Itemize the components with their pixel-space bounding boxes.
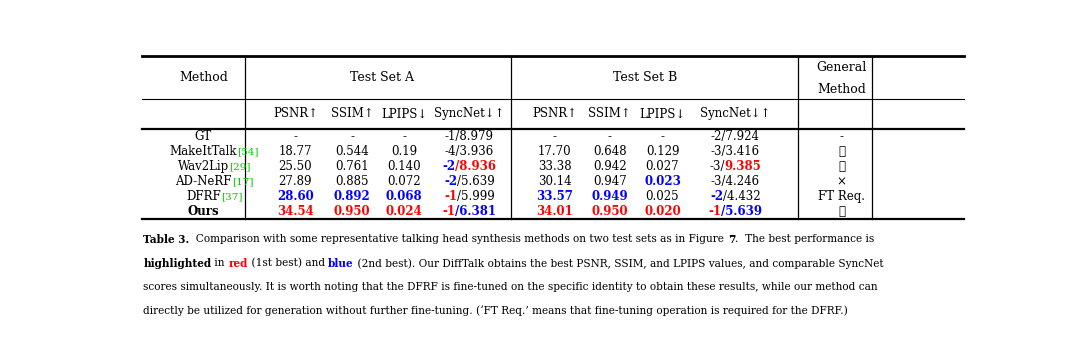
Text: [54]: [54] bbox=[237, 147, 259, 156]
Text: 0.023: 0.023 bbox=[644, 175, 681, 188]
Text: -2/7.924: -2/7.924 bbox=[711, 130, 760, 143]
Text: 25.50: 25.50 bbox=[278, 160, 312, 173]
Text: 34.01: 34.01 bbox=[536, 205, 573, 218]
Text: -: - bbox=[607, 130, 612, 143]
Text: red: red bbox=[229, 258, 247, 269]
Text: -: - bbox=[552, 130, 557, 143]
Text: /5.639: /5.639 bbox=[457, 175, 495, 188]
Text: -: - bbox=[293, 130, 298, 143]
Text: PSNR↑: PSNR↑ bbox=[273, 107, 318, 120]
Text: (2nd best). Our DiffTalk obtains the best PSNR, SSIM, and LPIPS values, and comp: (2nd best). Our DiffTalk obtains the bes… bbox=[354, 258, 884, 269]
Text: ✓: ✓ bbox=[838, 160, 845, 173]
Text: -: - bbox=[402, 130, 406, 143]
Text: blue: blue bbox=[328, 258, 354, 269]
Text: -2: -2 bbox=[710, 190, 723, 203]
Text: 0.024: 0.024 bbox=[386, 205, 423, 218]
Text: 7: 7 bbox=[727, 234, 735, 246]
Text: SSIM↑: SSIM↑ bbox=[588, 107, 631, 120]
Text: SyncNet↓↑: SyncNet↓↑ bbox=[700, 107, 770, 120]
Text: -2: -2 bbox=[442, 160, 455, 173]
Text: 0.761: 0.761 bbox=[336, 160, 369, 173]
Text: 0.950: 0.950 bbox=[591, 205, 628, 218]
Text: 34.54: 34.54 bbox=[277, 205, 314, 218]
Text: 0.19: 0.19 bbox=[391, 145, 418, 158]
Text: GT: GT bbox=[195, 130, 213, 143]
Text: 0.025: 0.025 bbox=[645, 190, 680, 203]
Text: LPIPS↓: LPIPS↓ bbox=[381, 107, 427, 120]
Text: -3/3.416: -3/3.416 bbox=[711, 145, 760, 158]
Text: /8.936: /8.936 bbox=[455, 160, 496, 173]
Text: (1st best) and: (1st best) and bbox=[247, 258, 328, 268]
Text: 27.89: 27.89 bbox=[278, 175, 312, 188]
Text: 0.648: 0.648 bbox=[593, 145, 627, 158]
Text: Ours: Ours bbox=[188, 205, 219, 218]
Text: -1: -1 bbox=[708, 205, 721, 218]
Text: 33.38: 33.38 bbox=[537, 160, 572, 173]
Text: in: in bbox=[211, 258, 229, 268]
Text: -1: -1 bbox=[443, 190, 457, 203]
Text: -4/3.936: -4/3.936 bbox=[445, 145, 494, 158]
Text: ✓: ✓ bbox=[838, 205, 845, 218]
Text: /5.639: /5.639 bbox=[721, 205, 762, 218]
Text: -1: -1 bbox=[442, 205, 455, 218]
Text: AD-NeRF: AD-NeRF bbox=[175, 175, 232, 188]
Text: [29]: [29] bbox=[229, 162, 250, 171]
Text: Comparison with some representative talking head synthesis methods on two test s: Comparison with some representative talk… bbox=[190, 234, 727, 244]
Text: 0.942: 0.942 bbox=[593, 160, 627, 173]
Text: Wav2Lip: Wav2Lip bbox=[178, 160, 229, 173]
Text: 0.950: 0.950 bbox=[334, 205, 370, 218]
Text: Method: Method bbox=[179, 71, 228, 84]
Text: 0.544: 0.544 bbox=[336, 145, 369, 158]
Text: 0.947: 0.947 bbox=[593, 175, 627, 188]
Text: directly be utilized for generation without further fine-tuning. (‘FT Req.’ mean: directly be utilized for generation with… bbox=[144, 305, 848, 316]
Text: 0.129: 0.129 bbox=[646, 145, 680, 158]
Text: /4.432: /4.432 bbox=[723, 190, 761, 203]
Text: Table 3.: Table 3. bbox=[144, 234, 190, 246]
Text: 28.60: 28.60 bbox=[277, 190, 314, 203]
Text: FT Req.: FT Req. bbox=[818, 190, 865, 203]
Text: LPIPS↓: LPIPS↓ bbox=[640, 107, 685, 120]
Text: 0.027: 0.027 bbox=[645, 160, 680, 173]
Text: General: General bbox=[817, 61, 866, 74]
Text: 0.892: 0.892 bbox=[333, 190, 371, 203]
Text: ×: × bbox=[836, 175, 846, 188]
Text: -2: -2 bbox=[443, 175, 457, 188]
Text: 0.068: 0.068 bbox=[386, 190, 423, 203]
Text: SyncNet↓↑: SyncNet↓↑ bbox=[434, 107, 505, 120]
Text: DFRF: DFRF bbox=[186, 190, 221, 203]
Text: /6.381: /6.381 bbox=[455, 205, 496, 218]
Text: 0.140: 0.140 bbox=[387, 160, 421, 173]
Text: -: - bbox=[660, 130, 665, 143]
Text: /5.999: /5.999 bbox=[457, 190, 495, 203]
Text: MakeItTalk: MakeItTalk bbox=[169, 145, 237, 158]
Text: -1/8.979: -1/8.979 bbox=[445, 130, 494, 143]
Text: Method: Method bbox=[817, 83, 866, 96]
Text: 18.77: 18.77 bbox=[278, 145, 312, 158]
Text: .  The best performance is: . The best performance is bbox=[735, 234, 874, 244]
Text: 33.57: 33.57 bbox=[536, 190, 573, 203]
Text: -: - bbox=[839, 130, 844, 143]
Text: PSNR↑: PSNR↑ bbox=[532, 107, 577, 120]
Text: [37]: [37] bbox=[221, 192, 243, 201]
Text: 0.885: 0.885 bbox=[336, 175, 369, 188]
Text: -3/: -3/ bbox=[709, 160, 725, 173]
Text: Test Set A: Test Set A bbox=[351, 71, 414, 84]
Text: 0.072: 0.072 bbox=[387, 175, 421, 188]
Text: Test Set B: Test Set B bbox=[613, 71, 678, 84]
Text: scores simultaneously. It is worth noting that the DFRF is fine-tuned on the spe: scores simultaneously. It is worth notin… bbox=[144, 282, 878, 292]
Text: 17.70: 17.70 bbox=[537, 145, 572, 158]
Text: -3/4.246: -3/4.246 bbox=[711, 175, 760, 188]
Text: 30.14: 30.14 bbox=[537, 175, 572, 188]
Text: [17]: [17] bbox=[232, 177, 254, 186]
Text: ✓: ✓ bbox=[838, 145, 845, 158]
Text: 0.020: 0.020 bbox=[644, 205, 681, 218]
Text: SSIM↑: SSIM↑ bbox=[331, 107, 373, 120]
Text: highlighted: highlighted bbox=[144, 258, 211, 269]
Text: 0.949: 0.949 bbox=[591, 190, 628, 203]
Text: -: - bbox=[351, 130, 354, 143]
Text: 9.385: 9.385 bbox=[725, 160, 762, 173]
